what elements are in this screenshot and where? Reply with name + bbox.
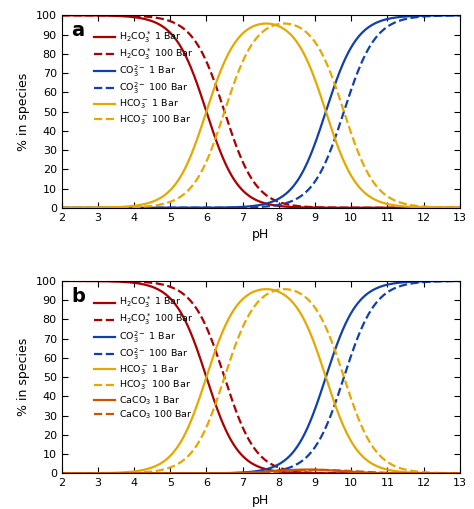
- Y-axis label: % in species: % in species: [17, 338, 30, 416]
- X-axis label: pH: pH: [252, 228, 269, 241]
- X-axis label: pH: pH: [252, 494, 269, 507]
- Legend: H$_2$CO$_3^*$ 1 Bar, H$_2$CO$_3^*$ 100 Bar, CO$_3^{2-}$ 1 Bar, CO$_3^{2-}$ 100 B: H$_2$CO$_3^*$ 1 Bar, H$_2$CO$_3^*$ 100 B…: [94, 295, 193, 421]
- Text: a: a: [72, 21, 85, 40]
- Text: b: b: [72, 287, 85, 306]
- Legend: H$_2$CO$_3^*$ 1 Bar, H$_2$CO$_3^*$ 100 Bar, CO$_3^{2-}$ 1 Bar, CO$_3^{2-}$ 100 B: H$_2$CO$_3^*$ 1 Bar, H$_2$CO$_3^*$ 100 B…: [94, 30, 193, 127]
- Y-axis label: % in species: % in species: [17, 72, 30, 151]
